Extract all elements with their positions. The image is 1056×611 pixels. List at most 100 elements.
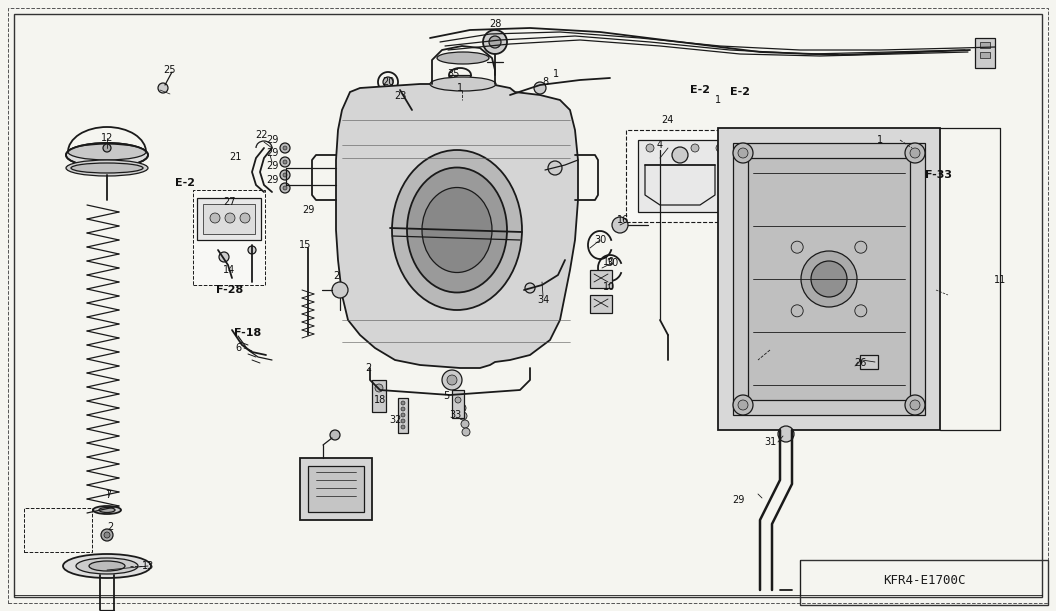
Circle shape (283, 160, 287, 164)
Text: F-28: F-28 (216, 285, 244, 295)
Text: 16: 16 (617, 215, 629, 225)
Ellipse shape (430, 77, 496, 91)
Text: 29: 29 (302, 205, 315, 215)
Text: 22: 22 (256, 130, 268, 140)
Circle shape (332, 282, 348, 298)
Circle shape (461, 420, 469, 428)
Text: 20: 20 (382, 77, 394, 87)
Text: 10: 10 (603, 282, 616, 292)
Text: 12: 12 (100, 133, 113, 143)
Text: 27: 27 (223, 197, 235, 207)
Circle shape (225, 213, 235, 223)
Circle shape (854, 241, 867, 253)
Circle shape (548, 161, 562, 175)
Text: 1: 1 (715, 95, 721, 105)
Circle shape (672, 147, 689, 163)
Circle shape (910, 400, 920, 410)
Circle shape (383, 77, 393, 87)
Bar (638, 140, 724, 212)
Ellipse shape (65, 143, 148, 167)
Text: 29: 29 (266, 135, 278, 145)
Circle shape (716, 144, 724, 152)
Circle shape (210, 213, 220, 223)
Circle shape (483, 30, 507, 54)
Circle shape (240, 213, 250, 223)
Text: 30: 30 (593, 235, 606, 245)
Circle shape (458, 404, 466, 412)
Ellipse shape (437, 52, 489, 64)
Circle shape (910, 148, 920, 158)
Circle shape (455, 397, 461, 403)
Text: 5: 5 (442, 391, 449, 401)
Bar (975, 38, 995, 68)
Circle shape (778, 426, 794, 442)
Text: 31: 31 (763, 437, 776, 447)
Text: KFR4-E1700C: KFR4-E1700C (883, 574, 965, 587)
Text: 30: 30 (606, 258, 618, 268)
Circle shape (401, 419, 406, 423)
Circle shape (791, 241, 804, 253)
Circle shape (905, 143, 925, 163)
Circle shape (101, 529, 113, 541)
Bar (398, 398, 408, 433)
Circle shape (401, 401, 406, 405)
Text: 23: 23 (394, 91, 407, 101)
Polygon shape (336, 84, 578, 368)
Text: E-2: E-2 (175, 178, 195, 188)
Circle shape (401, 425, 406, 429)
Circle shape (283, 186, 287, 190)
Text: 4: 4 (657, 140, 663, 150)
Text: 29: 29 (732, 495, 744, 505)
Bar (203, 204, 254, 234)
Ellipse shape (68, 144, 146, 160)
Text: 13: 13 (142, 561, 154, 571)
Circle shape (280, 183, 290, 193)
Text: 7: 7 (105, 490, 111, 500)
Circle shape (103, 532, 110, 538)
Circle shape (329, 430, 340, 440)
Circle shape (280, 143, 290, 153)
Circle shape (854, 305, 867, 317)
Circle shape (791, 305, 804, 317)
Bar (590, 270, 612, 288)
Text: 8: 8 (542, 77, 548, 87)
Ellipse shape (89, 561, 125, 571)
Ellipse shape (99, 508, 115, 513)
Bar (372, 380, 386, 412)
Text: 29: 29 (266, 175, 278, 185)
Text: 29: 29 (266, 148, 278, 158)
Circle shape (400, 94, 412, 106)
Text: 2: 2 (333, 271, 339, 281)
Ellipse shape (407, 167, 507, 293)
Bar (860, 355, 878, 369)
Circle shape (612, 217, 628, 233)
Circle shape (489, 36, 501, 48)
Bar (980, 42, 991, 48)
Circle shape (733, 143, 753, 163)
Circle shape (401, 413, 406, 417)
Circle shape (280, 170, 290, 180)
Bar (452, 390, 464, 418)
Text: 34: 34 (536, 295, 549, 305)
Bar (748, 158, 910, 400)
Circle shape (283, 146, 287, 150)
Bar (590, 295, 612, 313)
Text: 15: 15 (299, 240, 312, 250)
Bar (980, 52, 991, 58)
Circle shape (158, 83, 168, 93)
Text: 21: 21 (229, 152, 241, 162)
Text: 10: 10 (603, 257, 616, 267)
Text: 18: 18 (374, 395, 386, 405)
Circle shape (733, 395, 753, 415)
Bar (626, 130, 736, 222)
Bar (300, 458, 372, 520)
Circle shape (280, 157, 290, 167)
Text: 2: 2 (365, 363, 371, 373)
Text: 6: 6 (234, 343, 241, 353)
Text: 1: 1 (553, 69, 559, 79)
Bar (308, 466, 364, 512)
Circle shape (525, 283, 535, 293)
Bar (24, 508, 92, 552)
Circle shape (219, 252, 229, 262)
Circle shape (283, 173, 287, 177)
